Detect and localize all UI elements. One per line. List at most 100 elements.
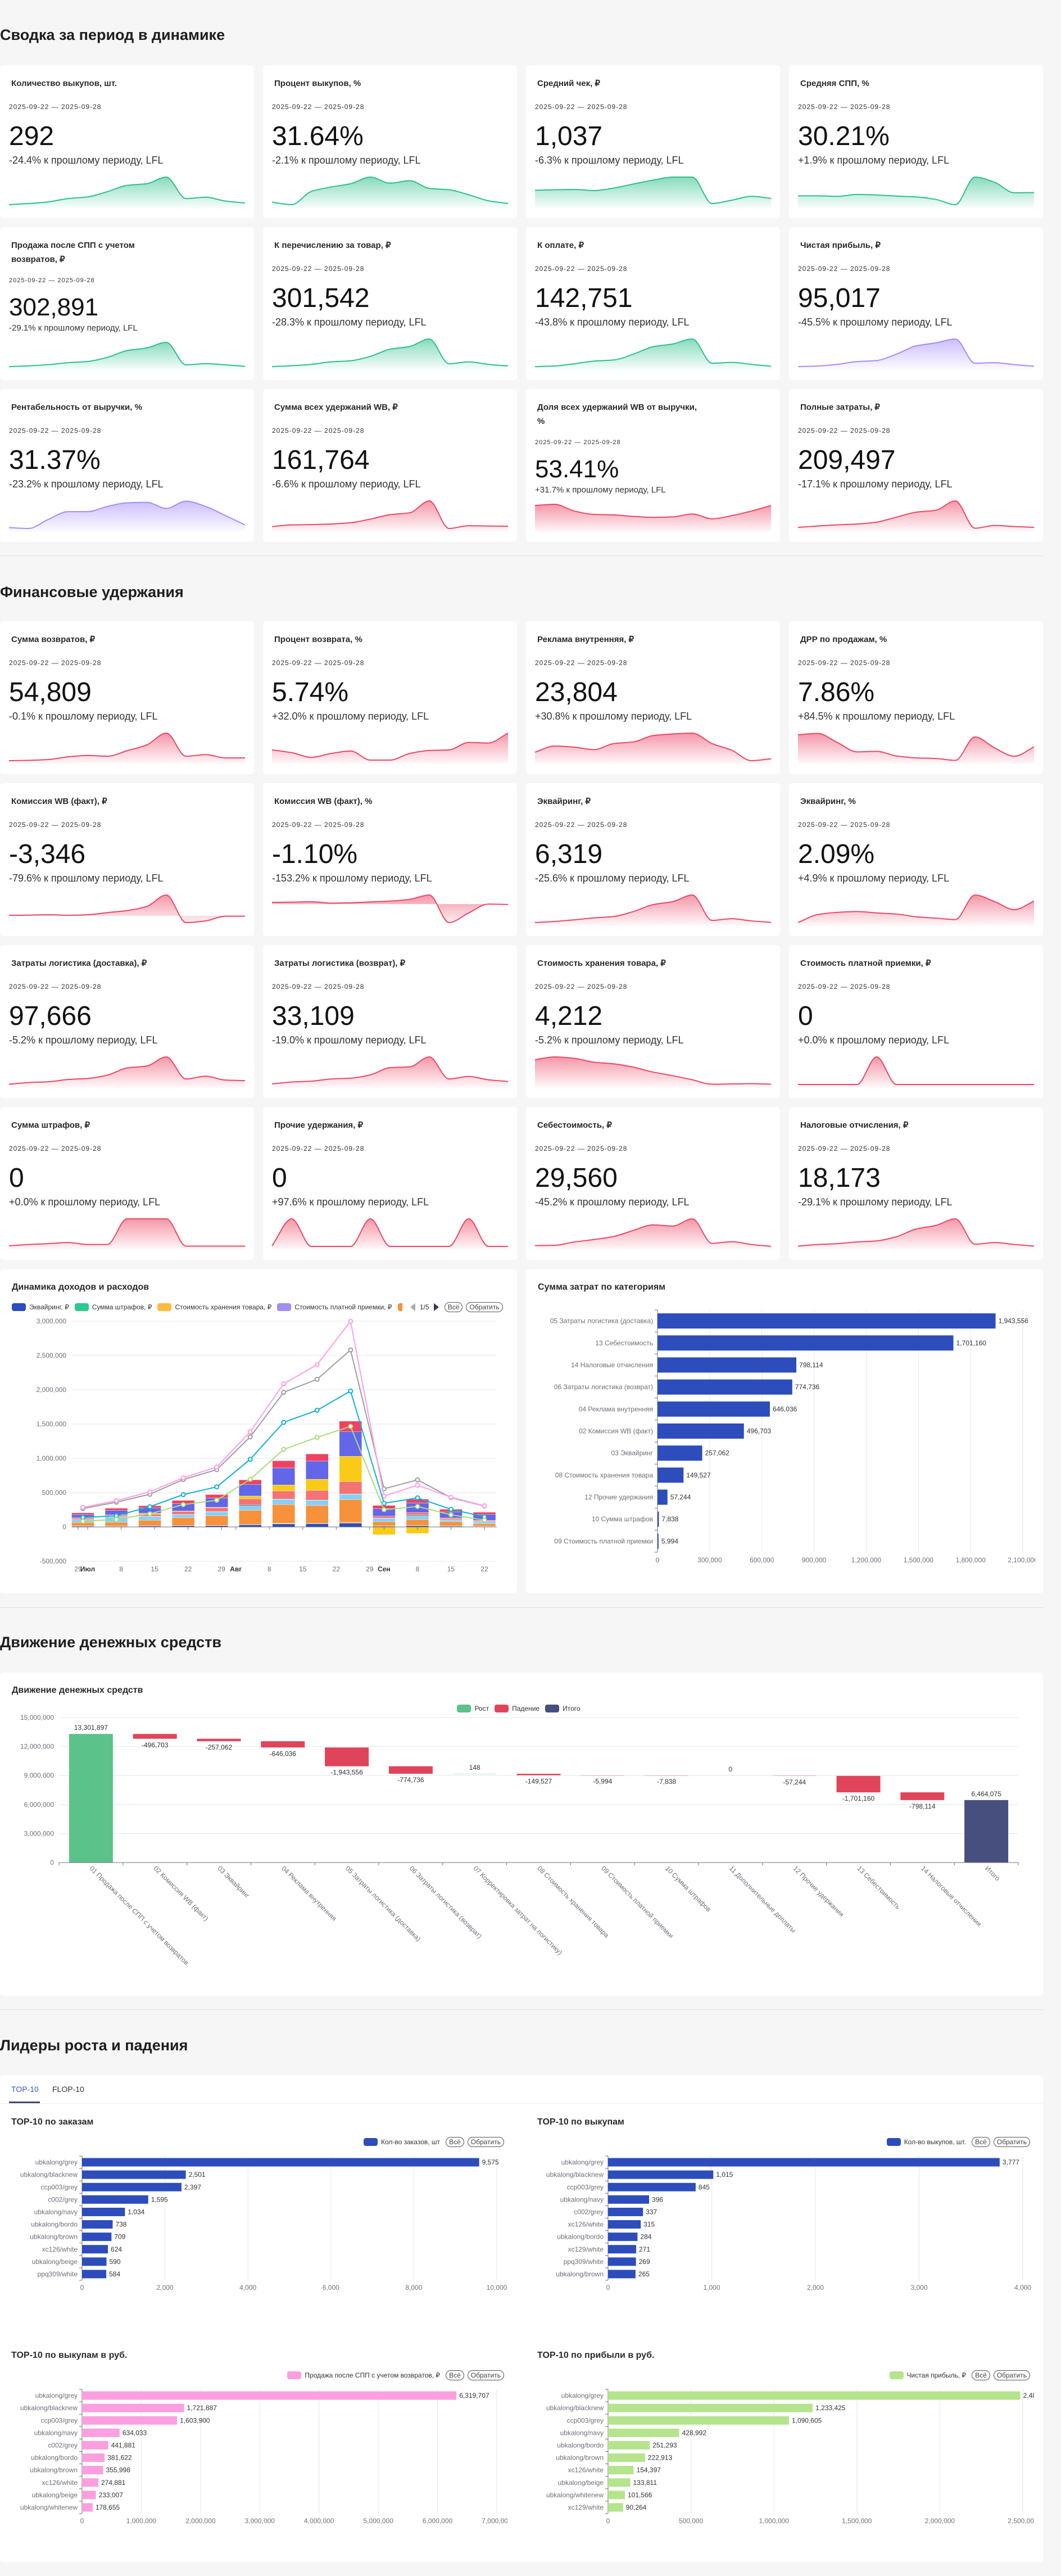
category-label: ubkalong/grey xyxy=(35,2392,78,2399)
legend-next-page-icon[interactable] xyxy=(433,1303,439,1311)
legend-item-decrease[interactable]: Падение xyxy=(495,1705,539,1712)
legend-invert-button[interactable]: Обратить xyxy=(467,2137,504,2147)
summary-kpi-card: Рентабельность от выручки, % 2025-09-22 … xyxy=(0,389,254,542)
kpi-delta: +0.0% к прошлому периоду, LFL xyxy=(798,1034,950,1046)
legend-item-total[interactable]: Итого xyxy=(545,1705,581,1712)
x-tick-label: 2,500,000 xyxy=(1008,2517,1034,2525)
legend-invert-button[interactable]: Обратить xyxy=(466,1302,503,1312)
kpi-period: 2025-09-22 — 2025-09-28 xyxy=(535,103,628,111)
category-label: c002/grey xyxy=(574,2208,604,2216)
legend-select-all-button[interactable]: Всё xyxy=(444,1302,463,1312)
legend-item[interactable]: Продажа после СПП с учетом возвратов, ₽ xyxy=(287,2371,440,2379)
x-tick-label: 6,000,000 xyxy=(423,2517,453,2525)
legend-select-all-button[interactable]: Всё xyxy=(446,2370,464,2380)
kpi-period: 2025-09-22 — 2025-09-28 xyxy=(272,659,365,667)
legend-prev-page-icon[interactable] xyxy=(410,1303,415,1311)
category-label: ubkalong/navy xyxy=(560,2429,604,2437)
legend-item-paid-acceptance[interactable]: Стоимость платной приемки, ₽ xyxy=(277,1303,392,1311)
kpi-title: Доля всех удержаний WB от выручки, % xyxy=(537,403,697,426)
value-label: 2,485,000 xyxy=(1023,2392,1034,2399)
bar xyxy=(82,2491,96,2500)
sparkline-area xyxy=(9,342,245,370)
bar xyxy=(658,1313,996,1329)
kpi-sparkline xyxy=(797,337,1035,370)
legend-item-clipped[interactable] xyxy=(397,1303,402,1311)
waterfall-bar xyxy=(836,1775,881,1793)
category-label: ccp003/grey xyxy=(567,2183,604,2191)
tab-flop-10[interactable]: FLOP-10 xyxy=(52,2085,84,2094)
kpi-delta: +32.0% к прошлому периоду, LFL xyxy=(272,711,429,722)
cashflow-section-title: Движение денежных средств xyxy=(0,1634,221,1651)
kpi-title: Сумма штрафов, ₽ xyxy=(11,1120,90,1130)
x-tick-label: 8 xyxy=(416,1565,420,1573)
legend-item[interactable]: Кол-во выкупов, шт. xyxy=(886,2138,966,2146)
kpi-value: 209,497 xyxy=(798,445,896,475)
kpi-delta: +1.9% к прошлому периоду, LFL xyxy=(798,155,950,166)
category-label: 10 Сумма штрафов xyxy=(592,1515,653,1523)
kpi-period: 2025-09-22 — 2025-09-28 xyxy=(272,265,365,273)
legend-invert-button[interactable]: Обратить xyxy=(993,2137,1030,2147)
value-label: 257,062 xyxy=(705,1449,730,1457)
bar xyxy=(608,2257,636,2266)
legend-select-all-button[interactable]: Всё xyxy=(972,2137,990,2147)
kpi-value: 302,891 xyxy=(9,293,99,321)
summary-kpi-card: Количество выкупов, шт. 2025-09-22 — 202… xyxy=(0,65,254,218)
legend-invert-button[interactable]: Обратить xyxy=(467,2370,504,2380)
legend-item-acquiring[interactable]: Эквайринг, ₽ xyxy=(12,1303,69,1311)
sparkline-line xyxy=(8,1056,246,1085)
summary-kpi-card: Средняя СПП, % 2025-09-22 — 2025-09-28 3… xyxy=(789,65,1043,218)
legend-invert-button[interactable]: Обратить xyxy=(993,2370,1030,2380)
bar xyxy=(658,1489,668,1505)
legend-select-all-button[interactable]: Всё xyxy=(972,2370,990,2380)
category-label: 14 Налоговые отчисления xyxy=(919,1864,983,1928)
sparkline-area xyxy=(9,895,245,923)
value-label: -149,527 xyxy=(525,1778,552,1786)
finance-kpi-card: Процент возврата, % 2025-09-22 — 2025-09… xyxy=(263,621,517,774)
kpi-delta: -5.2% к прошлому периоду, LFL xyxy=(9,1034,158,1046)
legend-item[interactable]: Чистая прибыль, ₽ xyxy=(889,2371,967,2379)
legend-item[interactable]: Кол-во заказов, шт xyxy=(363,2138,440,2146)
value-label: 709 xyxy=(114,2233,125,2241)
legend-item-fines[interactable]: Сумма штрафов, ₽ xyxy=(74,1303,152,1311)
stacked-bar-segment xyxy=(205,1511,228,1516)
category-label: ubkalong/navy xyxy=(560,2195,604,2203)
x-tick-label: 6,000 xyxy=(323,2284,339,2292)
bar xyxy=(608,2503,623,2512)
legend-select-all-button[interactable]: Всё xyxy=(446,2137,464,2147)
chart-title: TOP-10 по заказам xyxy=(11,2117,94,2127)
kpi-value: 23,804 xyxy=(535,677,618,707)
category-label: ubkalong/navy xyxy=(34,2208,78,2216)
sparkline-area xyxy=(798,1219,1034,1250)
legend-label: Чистая прибыль, ₽ xyxy=(906,2371,967,2379)
legend-page-indicator: 1/5 xyxy=(420,1303,429,1311)
legend-item-increase[interactable]: Рост xyxy=(457,1705,489,1712)
line-point-marker xyxy=(114,1498,119,1503)
kpi-value: 53.41% xyxy=(535,455,619,483)
legend-item-storage[interactable]: Стоимость хранения товара, ₽ xyxy=(157,1303,271,1311)
legend-swatch-icon xyxy=(74,1303,89,1311)
value-label: -57,244 xyxy=(783,1778,806,1786)
finance-kpi-card: Себестоимость, ₽ 2025-09-22 — 2025-09-28… xyxy=(526,1107,780,1260)
kpi-sparkline xyxy=(534,175,772,208)
category-label: 04 Реклама внутренняя xyxy=(280,1864,338,1922)
bar xyxy=(658,1379,792,1395)
x-tick-label: 2,000 xyxy=(157,2284,174,2292)
stacked-bar-segment xyxy=(406,1512,429,1515)
sparkline-line xyxy=(797,338,1035,367)
bar xyxy=(608,2428,679,2437)
bar xyxy=(82,2478,98,2487)
chart-legend: Кол-во заказов, шт Всё Обратить xyxy=(363,2136,504,2148)
line-point-marker xyxy=(214,1464,220,1470)
value-label: 269 xyxy=(639,2258,650,2266)
tab-top-10[interactable]: TOP-10 xyxy=(11,2085,39,2094)
category-label: ubkalong/bordo xyxy=(31,2221,78,2229)
value-label: 337 xyxy=(646,2208,657,2216)
category-label: ubkalong/grey xyxy=(35,2158,78,2166)
sparkline-chart xyxy=(797,500,1035,532)
bar xyxy=(82,2270,107,2279)
sparkline-line xyxy=(271,1218,508,1247)
sparkline-line xyxy=(797,894,1035,923)
kpi-title: Стоимость хранения товара, ₽ xyxy=(537,959,666,968)
sparkline-line xyxy=(798,177,1035,205)
kpi-period: 2025-09-22 — 2025-09-28 xyxy=(9,427,102,435)
